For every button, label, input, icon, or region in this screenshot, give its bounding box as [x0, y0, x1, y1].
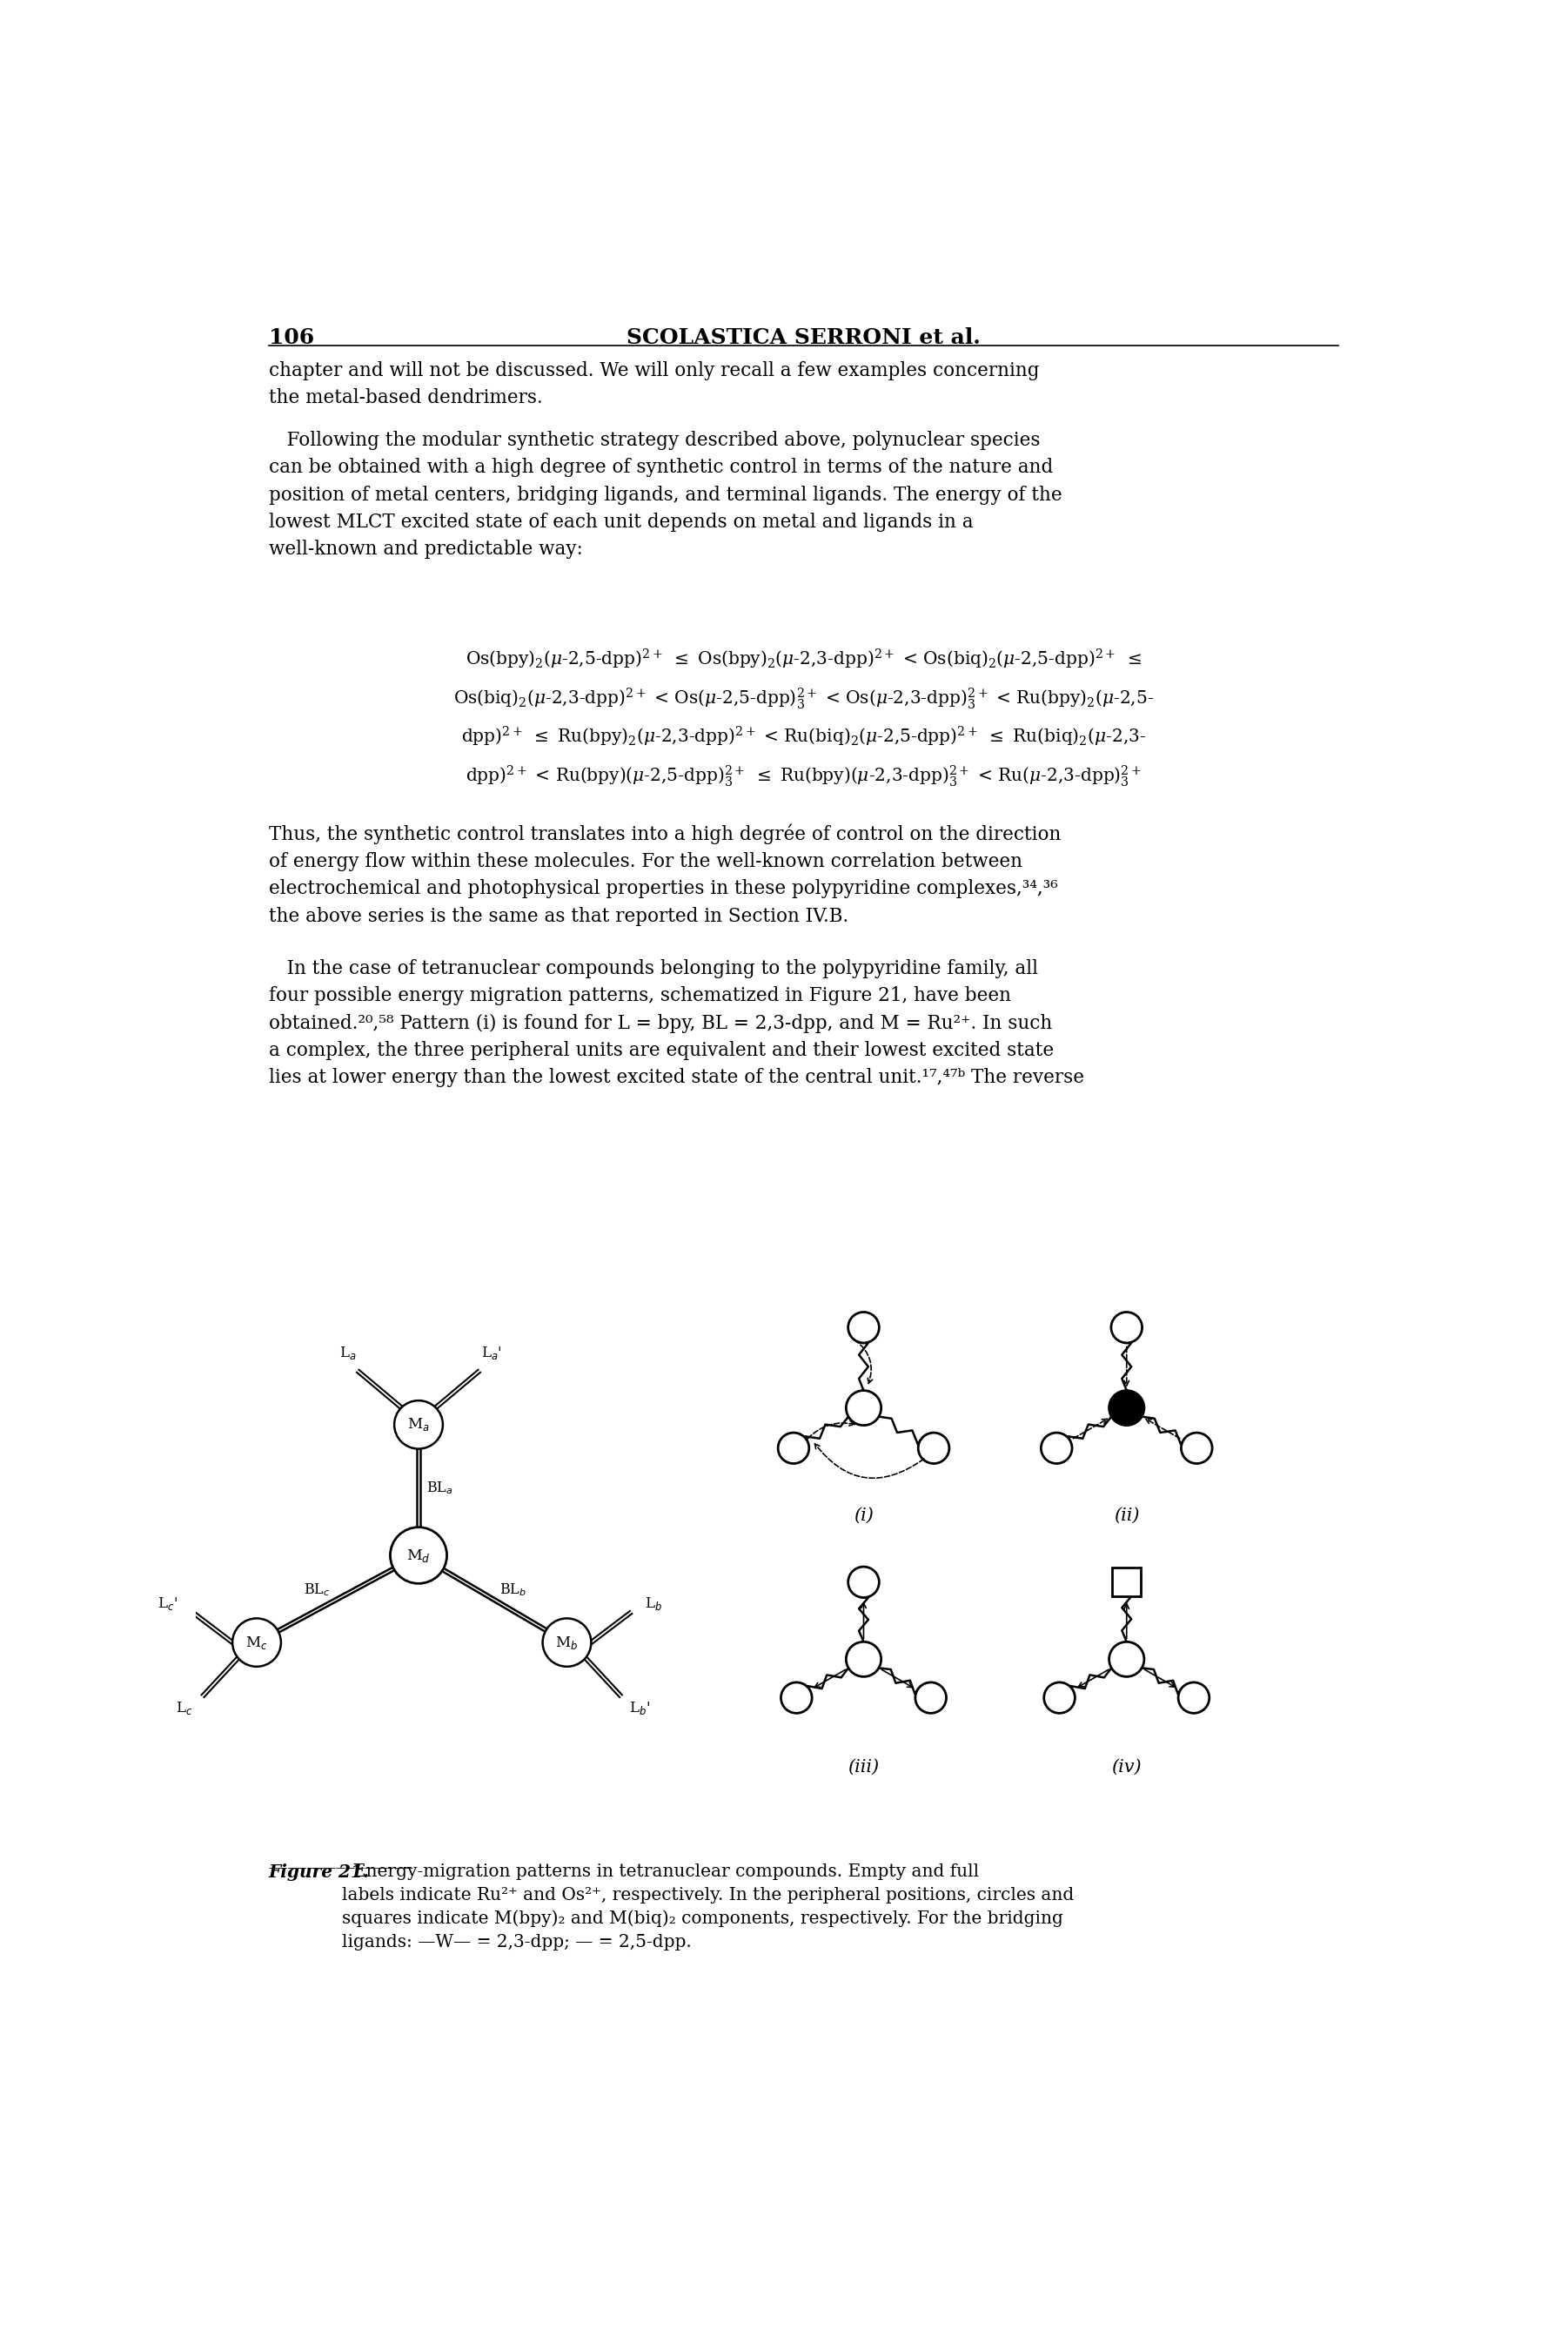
Text: M$_d$: M$_d$	[406, 1546, 431, 1563]
Text: (ii): (ii)	[1113, 1506, 1140, 1523]
Text: chapter and will not be discussed. We will only recall a few examples concerning: chapter and will not be discussed. We wi…	[268, 362, 1040, 407]
Text: dpp)$^{2+}$ $\leq$ Ru(bpy)$_2$($\mu$-2,3-dpp)$^{2+}$ < Ru(biq)$_2$($\mu$-2,5-dpp: dpp)$^{2+}$ $\leq$ Ru(bpy)$_2$($\mu$-2,3…	[461, 726, 1146, 750]
Circle shape	[1112, 1311, 1142, 1342]
Text: Os(bpy)$_2$($\mu$-2,5-dpp)$^{2+}$ $\leq$ Os(bpy)$_2$($\mu$-2,3-dpp)$^{2+}$ < Os(: Os(bpy)$_2$($\mu$-2,5-dpp)$^{2+}$ $\leq$…	[466, 646, 1142, 672]
Text: L$_a$': L$_a$'	[481, 1344, 502, 1361]
Text: dpp)$^{2+}$ < Ru(bpy)($\mu$-2,5-dpp)$_3^{2+}$ $\leq$ Ru(bpy)($\mu$-2,3-dpp)$_3^{: dpp)$^{2+}$ < Ru(bpy)($\mu$-2,5-dpp)$_3^…	[466, 764, 1142, 790]
Circle shape	[848, 1567, 880, 1598]
Circle shape	[1178, 1683, 1209, 1713]
Circle shape	[778, 1434, 809, 1464]
Text: L$_a$: L$_a$	[339, 1344, 356, 1361]
Circle shape	[543, 1619, 591, 1666]
Circle shape	[1041, 1434, 1073, 1464]
Text: Figure 21.: Figure 21.	[268, 1864, 370, 1880]
Circle shape	[1109, 1643, 1145, 1676]
Circle shape	[1181, 1434, 1212, 1464]
Circle shape	[1109, 1391, 1145, 1426]
Text: L$_c$: L$_c$	[176, 1699, 193, 1716]
Text: Thus, the synthetic control translates into a high degrée of control on the dire: Thus, the synthetic control translates i…	[268, 822, 1062, 926]
Text: Following the modular synthetic strategy described above, polynuclear species
ca: Following the modular synthetic strategy…	[268, 430, 1062, 559]
Circle shape	[848, 1311, 880, 1342]
Circle shape	[781, 1683, 812, 1713]
Text: (iii): (iii)	[848, 1758, 880, 1774]
Text: M$_b$: M$_b$	[555, 1633, 579, 1650]
Circle shape	[232, 1619, 281, 1666]
Circle shape	[1044, 1683, 1076, 1713]
Text: Energy-migration patterns in tetranuclear compounds. Empty and full
labels indic: Energy-migration patterns in tetranuclea…	[342, 1864, 1074, 1950]
Text: (iv): (iv)	[1112, 1758, 1142, 1774]
Text: BL$_a$: BL$_a$	[426, 1480, 453, 1497]
Circle shape	[847, 1643, 881, 1676]
Text: SCOLASTICA SERRONI et al.: SCOLASTICA SERRONI et al.	[627, 327, 980, 348]
Text: M$_a$: M$_a$	[408, 1417, 430, 1434]
Text: 106: 106	[268, 327, 314, 348]
Text: ———————————————: ———————————————	[268, 1864, 414, 1873]
Text: In the case of tetranuclear compounds belonging to the polypyridine family, all
: In the case of tetranuclear compounds be…	[268, 959, 1083, 1088]
Circle shape	[394, 1401, 442, 1450]
Text: BL$_b$: BL$_b$	[500, 1582, 527, 1598]
Bar	[1112, 1567, 1142, 1596]
Text: L$_c$': L$_c$'	[157, 1596, 177, 1612]
Circle shape	[847, 1391, 881, 1426]
Text: L$_b$': L$_b$'	[629, 1699, 649, 1716]
Circle shape	[916, 1683, 947, 1713]
Circle shape	[390, 1528, 447, 1584]
Text: M$_c$: M$_c$	[246, 1633, 268, 1650]
Text: (i): (i)	[853, 1506, 873, 1523]
Text: Os(biq)$_2$($\mu$-2,3-dpp)$^{2+}$ < Os($\mu$-2,5-dpp)$_3^{2+}$ < Os($\mu$-2,3-dp: Os(biq)$_2$($\mu$-2,3-dpp)$^{2+}$ < Os($…	[453, 686, 1154, 712]
Text: L$_b$: L$_b$	[644, 1596, 662, 1612]
Text: BL$_c$: BL$_c$	[304, 1582, 331, 1598]
Circle shape	[919, 1434, 949, 1464]
